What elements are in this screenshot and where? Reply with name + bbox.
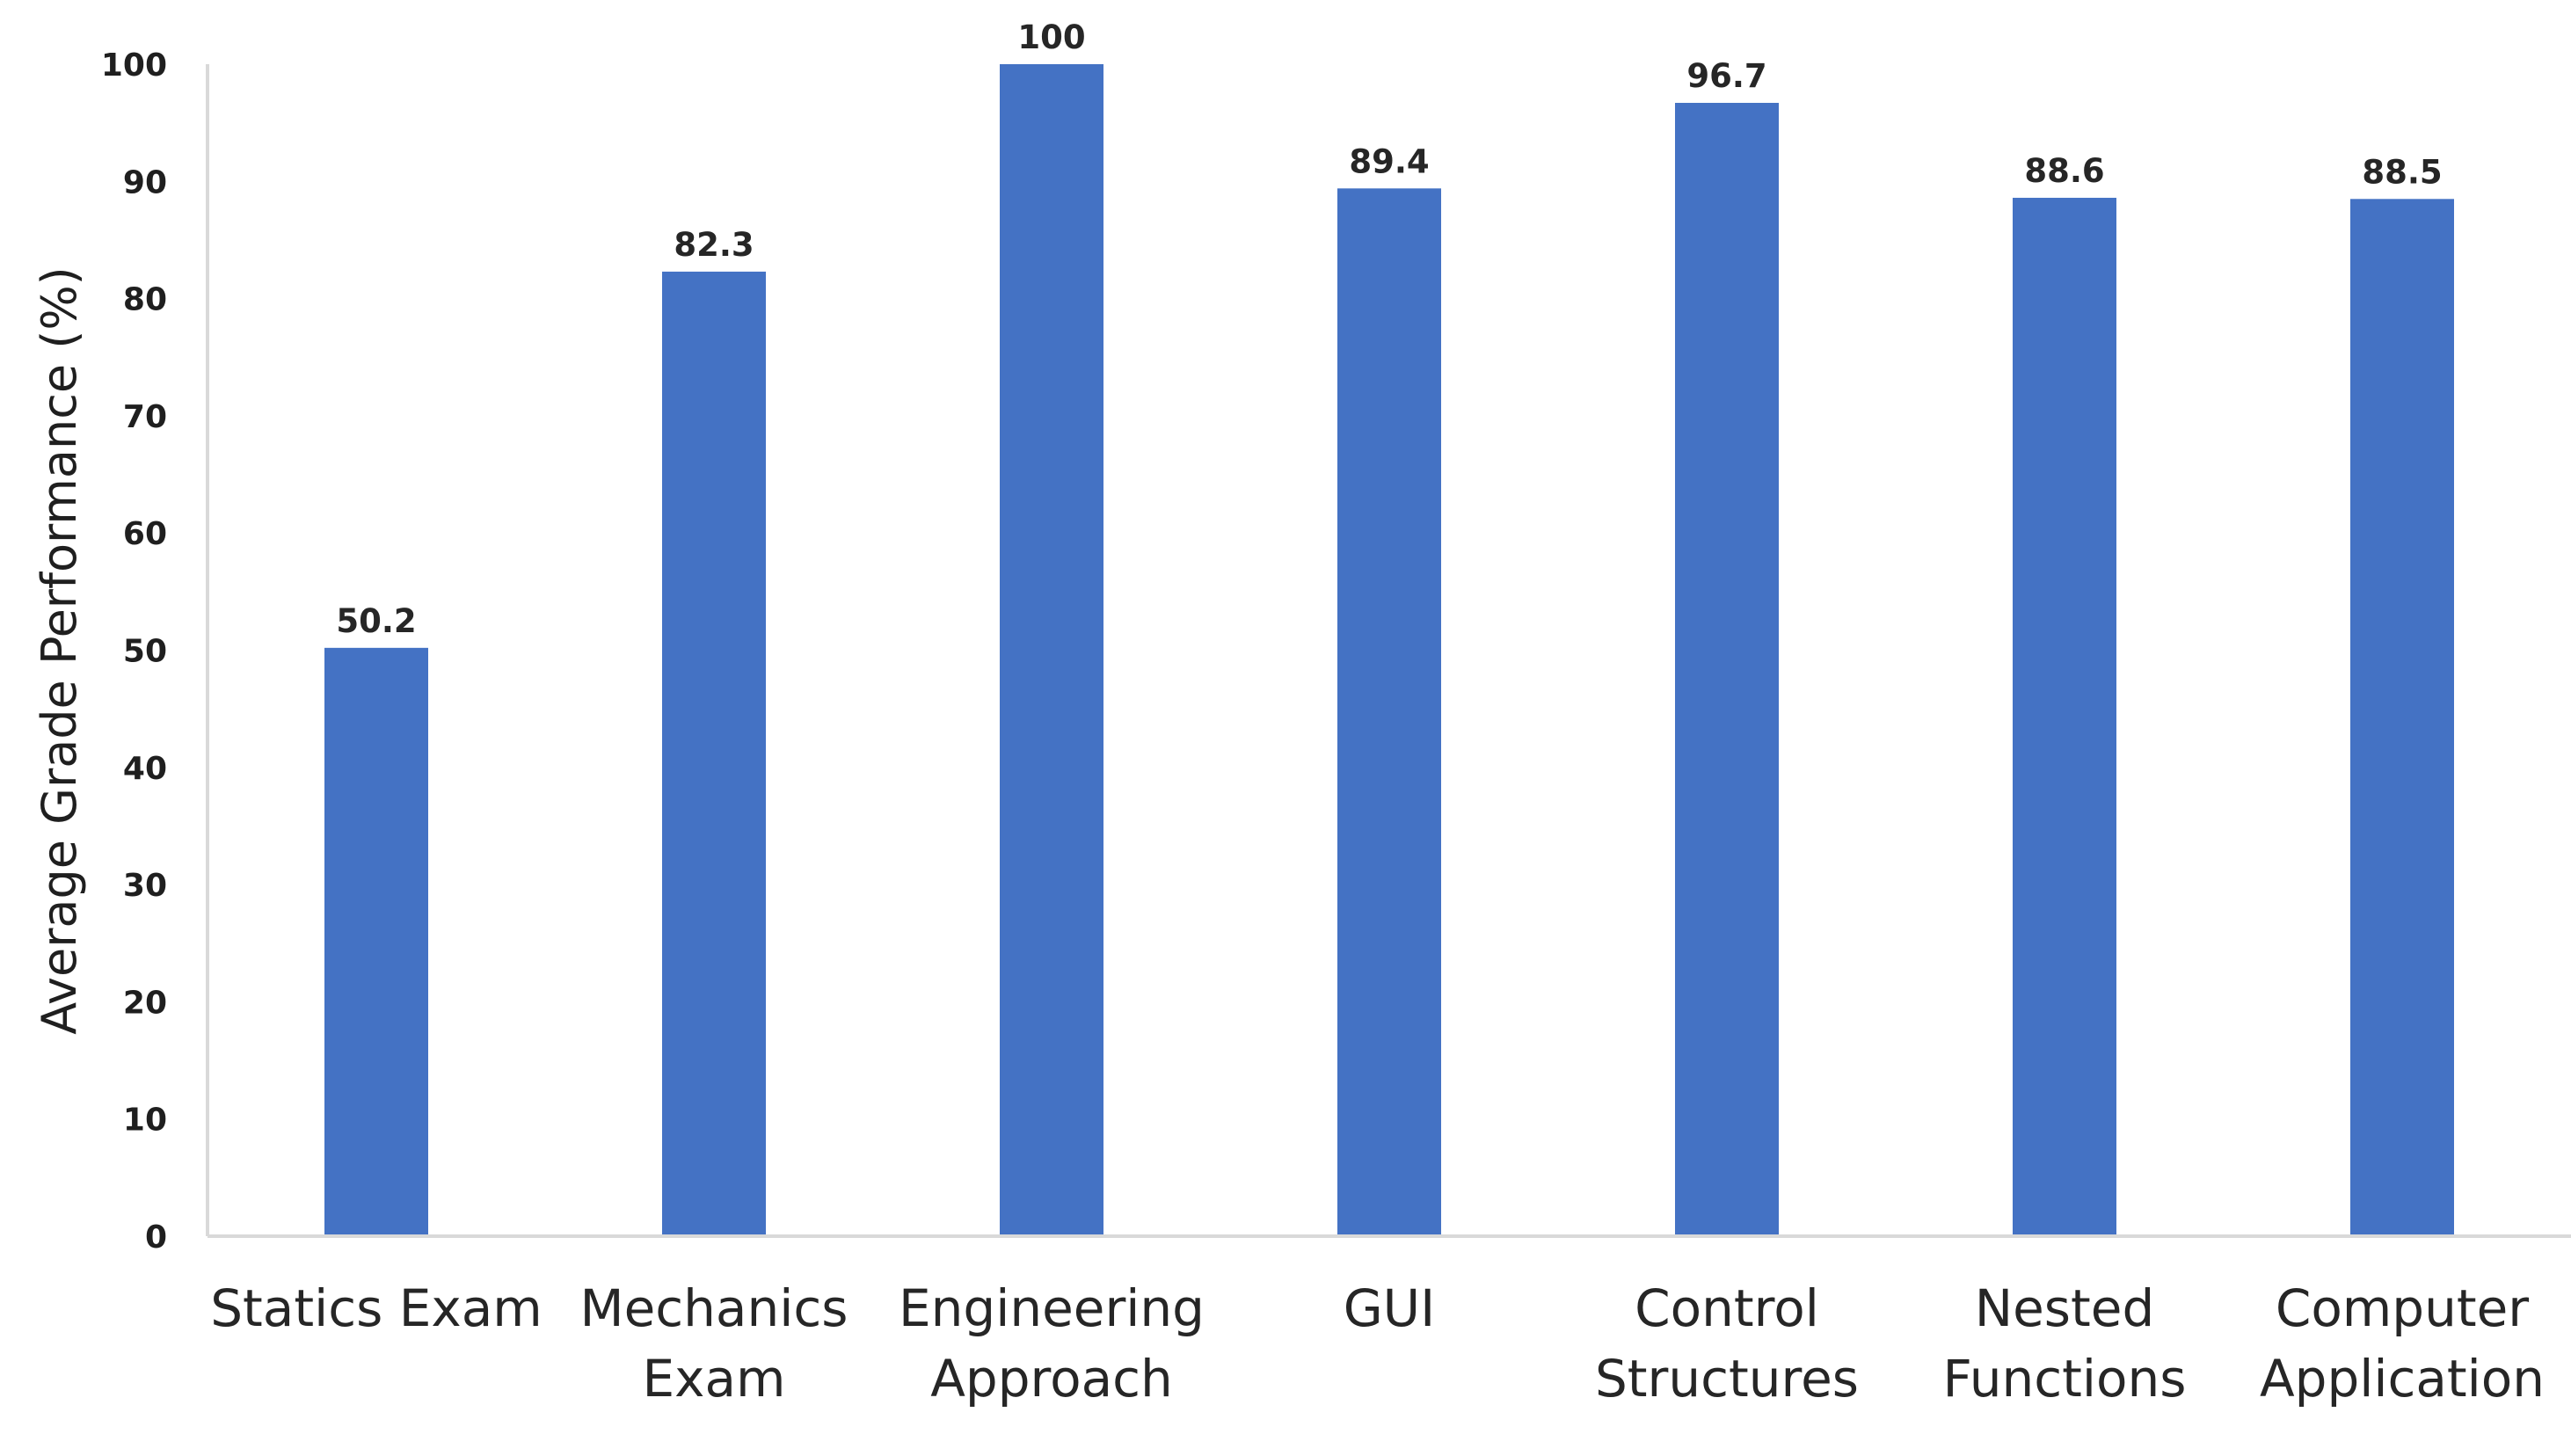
x-tick-label-line: Approach — [930, 1349, 1173, 1409]
bar — [1675, 102, 1779, 1236]
y-axis-title-group: Average Grade Performance (%) — [32, 266, 87, 1035]
y-tick-label: 80 — [123, 282, 167, 318]
x-tick-label: Engineering Approach — [899, 1278, 1205, 1409]
x-tick-label-line: GUI — [1344, 1278, 1436, 1338]
x-tick-label-line: Application — [2260, 1349, 2545, 1409]
x-tick-label-line: Functions — [1943, 1349, 2187, 1409]
bar — [662, 271, 766, 1236]
data-label: 96.7 — [1686, 57, 1766, 95]
data-label: 100 — [1017, 18, 1085, 56]
x-tick-label-line: Mechanics — [580, 1278, 849, 1338]
y-tick-label: 100 — [101, 47, 167, 84]
bar — [2013, 197, 2116, 1236]
bar — [1337, 188, 1441, 1237]
bar — [2350, 199, 2454, 1236]
x-tick-label-line: Nested — [1975, 1278, 2155, 1338]
x-tick-label-line: Engineering — [899, 1278, 1205, 1338]
x-tick-label-line: Statics Exam — [210, 1278, 543, 1338]
data-label: 89.4 — [1349, 142, 1429, 180]
x-tick-label: Nested Functions — [1943, 1278, 2187, 1409]
y-tick-label: 20 — [123, 985, 167, 1021]
data-label: 88.5 — [2362, 153, 2442, 191]
x-axis-ticks: Statics Exam Mechanics Exam Engineering Appr… — [210, 1278, 2545, 1409]
data-label: 82.3 — [674, 226, 754, 264]
y-tick-label: 30 — [123, 868, 167, 904]
y-axis-title: Average Grade Performance (%) — [32, 266, 87, 1035]
y-tick-label: 90 — [123, 164, 167, 200]
x-tick-label: Mechanics Exam — [580, 1278, 849, 1409]
x-tick-label: GUI — [1344, 1278, 1436, 1338]
x-tick-label: Control Structures — [1595, 1278, 1859, 1409]
x-tick-label: Statics Exam — [210, 1278, 543, 1338]
y-tick-label: 50 — [123, 634, 167, 670]
x-tick-label-line: Control — [1635, 1278, 1819, 1338]
x-tick-label-line: Exam — [642, 1349, 785, 1409]
x-tick-label: Computer Application — [2260, 1278, 2545, 1409]
y-tick-label: 40 — [123, 751, 167, 787]
bars — [324, 64, 2454, 1237]
bar — [324, 647, 428, 1236]
y-tick-label: 70 — [123, 399, 167, 435]
data-labels: 50.2 82.3 100 89.4 96.7 88.6 88.5 — [336, 18, 2442, 640]
data-label: 50.2 — [336, 602, 416, 640]
data-label: 88.6 — [2024, 152, 2104, 190]
bar — [1000, 64, 1103, 1236]
y-axis-ticks: 0 10 20 30 40 50 60 70 80 90 100 — [101, 47, 167, 1256]
y-tick-label: 0 — [145, 1219, 167, 1256]
x-tick-label-line: Structures — [1595, 1349, 1859, 1409]
y-tick-label: 60 — [123, 516, 167, 552]
axes — [206, 64, 2571, 1238]
y-tick-label: 10 — [123, 1103, 167, 1139]
x-tick-label-line: Computer — [2276, 1278, 2529, 1338]
